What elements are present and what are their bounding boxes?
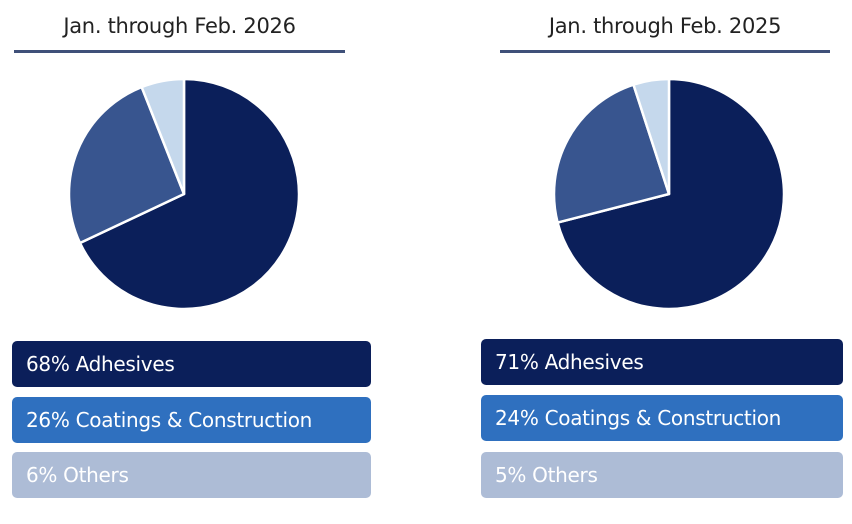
pie-chart xyxy=(552,77,786,311)
title-underline xyxy=(500,50,830,53)
pie-slice-others xyxy=(140,77,186,196)
pie-chart xyxy=(67,77,301,311)
pie-slice-adhesives xyxy=(78,77,301,311)
pie-slice-coatings-construction xyxy=(552,83,671,224)
legend-others: 6% Others xyxy=(12,452,371,498)
legend-coatings: 26% Coatings & Construction xyxy=(12,397,371,443)
legend-others: 5% Others xyxy=(481,452,843,498)
chart-title: Jan. through Feb. 2025 xyxy=(548,14,782,38)
legend-adhesives: 68% Adhesives xyxy=(12,341,371,387)
pie-slice-coatings-construction xyxy=(67,85,186,245)
title-underline xyxy=(14,50,345,53)
pie-panel-2025: Jan. through Feb. 2025 71% Adhesives 24%… xyxy=(426,0,852,524)
chart-title: Jan. through Feb. 2026 xyxy=(63,14,296,38)
legend-adhesives: 71% Adhesives xyxy=(481,339,843,385)
pie-slice-adhesives xyxy=(556,77,786,311)
pie-slice-others xyxy=(632,77,671,196)
legend-coatings: 24% Coatings & Construction xyxy=(481,395,843,441)
pie-panel-2026: Jan. through Feb. 2026 68% Adhesives 26%… xyxy=(12,14,371,498)
